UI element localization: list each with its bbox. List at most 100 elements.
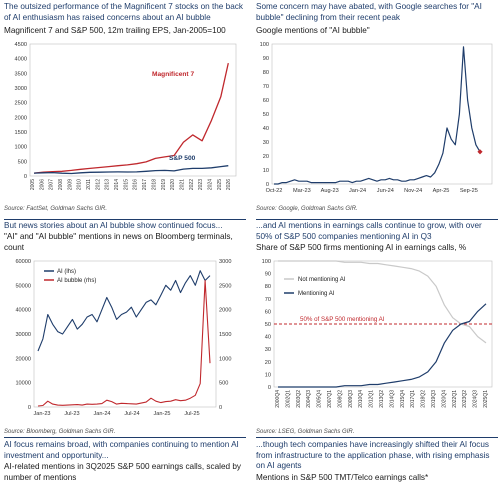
fifty-percent-annotation: 50% of S&P 500 mentioning AI — [300, 316, 385, 323]
x-tick-label: 2008 — [58, 179, 64, 190]
y-tick-label: 20 — [263, 154, 269, 160]
y-tick-label-left: 30000 — [15, 332, 31, 338]
x-tick-label: 2005 — [30, 179, 36, 190]
panel-subtitle: Magnificent 7 and S&P 500, 12m trailing … — [4, 26, 226, 35]
panel-subtitle: Google mentions of "AI bubble" — [256, 26, 370, 35]
x-tick-label: 2023 — [198, 179, 204, 190]
panel-title: But news stories about an AI bubble show… — [4, 221, 223, 230]
y-tick-label: 100 — [262, 259, 271, 265]
panel-source: Source: LSEG, Goldman Sachs GIR. — [256, 429, 355, 435]
x-tick-label: Apr-25 — [433, 188, 450, 194]
x-tick-label: 2005Q4 — [317, 390, 323, 408]
x-tick-label: Sep-25 — [460, 188, 478, 194]
y-tick-label: 10 — [265, 372, 271, 378]
x-tick-label: Jul-25 — [184, 411, 199, 417]
x-tick-label: Jul-23 — [64, 411, 79, 417]
y-tick-label: 4500 — [15, 42, 27, 48]
series-line — [274, 46, 481, 185]
x-tick-label: 2021 — [179, 179, 185, 190]
panel-tech-shift: ...though tech companies have increasing… — [256, 440, 498, 486]
panel-title: Some concern may have abated, with Googl… — [256, 2, 482, 22]
x-tick-label: 2002Q1 — [285, 390, 291, 408]
x-tick-label: 2003Q2 — [296, 390, 302, 408]
panel-ai-focus: AI focus remains broad, with companies c… — [4, 440, 246, 486]
y-tick-label: 4000 — [15, 57, 27, 63]
separator — [4, 219, 246, 220]
y-tick-label-right: 0 — [219, 405, 222, 411]
chart-news-mentions: 0 10000 20000 30000 40000 50000 60000 0 500 1000 1… — [15, 259, 231, 417]
x-tick-label: 2022Q1 — [452, 390, 458, 408]
x-tick-label: 2004Q3 — [306, 390, 312, 408]
y-tick-label: 80 — [263, 70, 269, 76]
x-tick-label: 2018 — [151, 179, 157, 190]
y-tick-label-left: 40000 — [15, 308, 31, 314]
panel-source: Source: FactSet, Goldman Sachs GIR. — [4, 206, 108, 212]
x-tick-label: Jan-25 — [153, 411, 170, 417]
y-tick-label: 60 — [263, 98, 269, 104]
x-tick-label: 2007 — [49, 179, 55, 190]
x-tick-label: 2025 — [217, 179, 223, 190]
y-tick-label: 60 — [265, 309, 271, 315]
y-tick-label: 70 — [263, 84, 269, 90]
panel-earnings-share: ...and AI mentions in earnings calls con… — [256, 221, 498, 435]
series-line-mentioning — [278, 303, 487, 388]
y-tick-label: 80 — [265, 284, 271, 290]
y-tick-label: 70 — [265, 297, 271, 303]
series-line-mag7 — [33, 62, 229, 174]
series-line-ai-bubble — [37, 279, 211, 407]
x-tick-label: 2008Q2 — [337, 390, 343, 408]
y-tick-label: 20 — [265, 360, 271, 366]
x-tick-label: 2018Q2 — [421, 390, 427, 408]
x-tick-label: 2019 — [161, 179, 167, 190]
x-tick-label: Mar-23 — [293, 188, 311, 194]
legend-label-ai: AI (lhs) — [57, 269, 76, 275]
x-tick-label: 2013Q2 — [379, 390, 385, 408]
x-tick-label: 2012 — [95, 179, 101, 190]
x-tick-label: Jan-24 — [93, 411, 110, 417]
x-tick-label: 2009 — [67, 179, 73, 190]
y-tick-label: 50 — [265, 322, 271, 328]
x-tick-label: 2000Q4 — [275, 390, 281, 408]
plot-frame — [29, 43, 237, 177]
y-tick-label-left: 0 — [28, 405, 31, 411]
panel-title: The outsized performance of the Magnific… — [4, 2, 243, 22]
x-tick-label: 2014 — [114, 179, 120, 190]
x-tick-label: 2022 — [189, 179, 195, 190]
separator — [256, 437, 498, 438]
series-line-not-mentioning — [278, 260, 487, 344]
y-tick-label: 2000 — [15, 115, 27, 121]
plot-frame — [33, 260, 217, 408]
y-tick-label: 30 — [265, 347, 271, 353]
series-line-sp500 — [33, 165, 229, 175]
y-tick-label-left: 60000 — [15, 259, 31, 265]
panel-title: AI focus remains broad, with companies c… — [4, 440, 239, 460]
x-tick-label: 2015Q4 — [400, 390, 406, 408]
panel-title: ...and AI mentions in earnings calls con… — [256, 221, 482, 241]
y-tick-label: 0 — [24, 174, 27, 180]
x-tick-label: 2010Q4 — [358, 390, 364, 408]
x-tick-label: 2006 — [39, 179, 45, 190]
x-tick-label: 2010 — [77, 179, 83, 190]
panel-subtitle: Mentions in S&P 500 TMT/Telco earnings c… — [256, 473, 429, 482]
legend-label-ai-bubble: AI bubble (rhs) — [57, 278, 96, 284]
x-tick-label: 2007Q1 — [327, 390, 333, 408]
series-label-sp500: S&P 500 — [169, 155, 196, 162]
x-tick-label: 2019Q3 — [431, 390, 437, 408]
chart-earnings-share: 0 10 20 30 40 50 60 70 80 90 100 2000Q4 2002Q1 2003Q2… — [262, 259, 493, 408]
x-tick-label: 2024 — [207, 179, 213, 190]
x-tick-label: 2023Q2 — [462, 390, 468, 408]
y-tick-label: 10 — [263, 168, 269, 174]
panel-news-mentions: But news stories about an AI bubble show… — [4, 221, 246, 435]
panel-subtitle: AI-related mentions in 3Q2025 S&P 500 ea… — [4, 462, 241, 482]
x-tick-label: Nov-24 — [404, 188, 422, 194]
y-tick-label: 90 — [263, 56, 269, 62]
y-tick-label: 30 — [263, 140, 269, 146]
x-tick-label: Jan-24 — [349, 188, 366, 194]
y-tick-label: 40 — [263, 126, 269, 132]
x-tick-label: 2012Q1 — [369, 390, 375, 408]
x-tick-label: Aug-23 — [321, 188, 339, 194]
x-tick-label: 2017 — [142, 179, 148, 190]
y-tick-label: 40 — [265, 335, 271, 341]
latest-value-marker — [477, 149, 483, 155]
y-tick-label: 0 — [266, 182, 269, 188]
